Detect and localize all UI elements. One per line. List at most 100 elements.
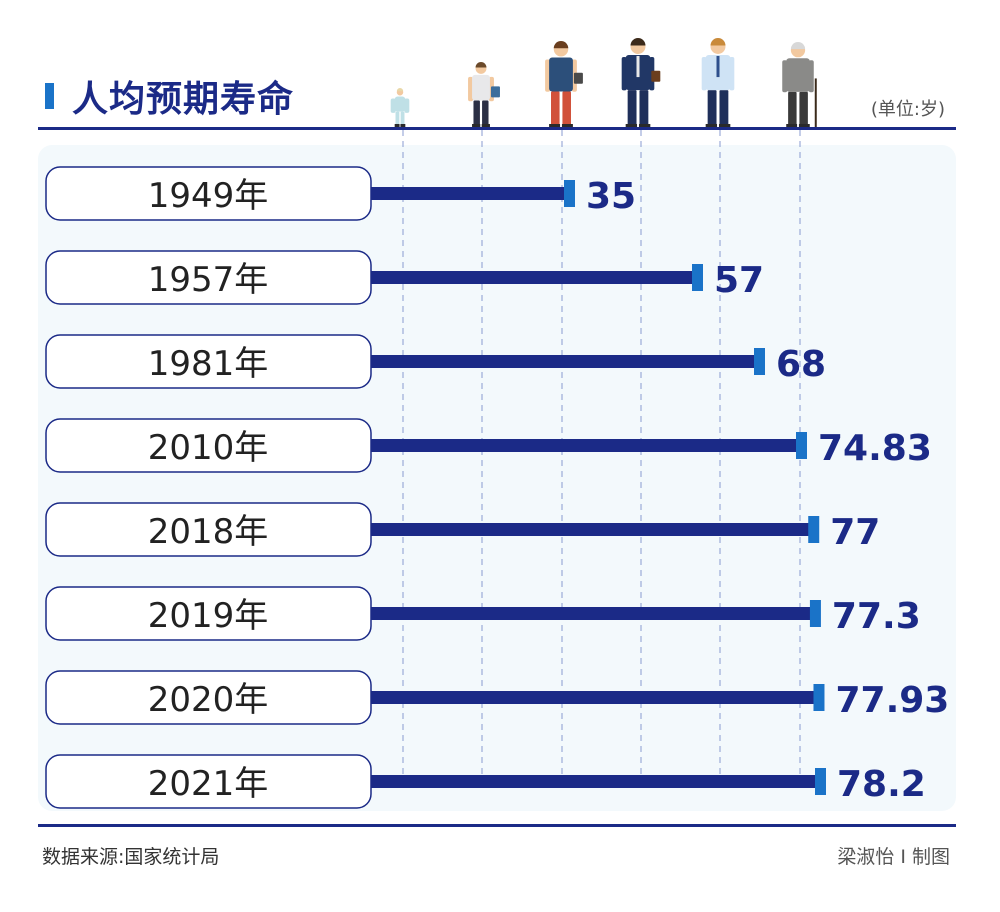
figure-shoe bbox=[718, 124, 731, 127]
figure-leg bbox=[395, 111, 400, 127]
figure-arm bbox=[404, 98, 410, 113]
value-label: 74.83 bbox=[818, 428, 932, 469]
figure-tie bbox=[636, 55, 640, 78]
middle-aged-figure bbox=[701, 38, 735, 127]
category-label: 2019年 bbox=[148, 596, 269, 636]
bar bbox=[371, 187, 568, 200]
figure-arm bbox=[782, 60, 788, 93]
bar-row: 2020年 77.93 bbox=[45, 670, 949, 725]
bar-end-cap bbox=[808, 516, 820, 543]
figure-leg bbox=[551, 91, 560, 127]
bar-end-cap bbox=[754, 348, 765, 375]
bar-end-cap bbox=[813, 684, 825, 711]
figure-shoe bbox=[472, 124, 481, 127]
bar-row: 2019年 77.3 bbox=[45, 586, 921, 641]
bar-end-cap bbox=[692, 264, 703, 291]
baby-figure bbox=[390, 87, 410, 127]
category-label: 2010年 bbox=[148, 428, 269, 468]
young-adult-figure bbox=[545, 41, 583, 127]
top-rule bbox=[38, 127, 956, 130]
age-illustrations bbox=[390, 38, 817, 127]
title-marker bbox=[45, 83, 54, 109]
bar-end-cap bbox=[809, 600, 821, 627]
bar bbox=[371, 271, 696, 284]
figure-leg bbox=[400, 111, 405, 127]
bottom-rule bbox=[38, 824, 956, 827]
bar-row: 2010年 74.83 bbox=[45, 418, 932, 473]
figure-hair bbox=[396, 87, 404, 92]
figure-leg bbox=[719, 90, 729, 127]
figure-leg bbox=[482, 100, 489, 127]
bar-end-cap bbox=[815, 768, 826, 795]
figure-arm bbox=[545, 59, 551, 92]
figure-leg bbox=[562, 91, 571, 127]
figure-leg bbox=[627, 90, 637, 127]
figure-shoe bbox=[798, 124, 810, 127]
figure-shoe bbox=[786, 124, 798, 127]
bar-row: 2021年 78.2 bbox=[45, 754, 926, 809]
figure-hair bbox=[710, 38, 726, 46]
figure-torso bbox=[394, 96, 406, 112]
figure-leg bbox=[799, 91, 808, 127]
figure-leg bbox=[473, 100, 480, 127]
value-label: 78.2 bbox=[837, 764, 926, 805]
figure-shoe bbox=[625, 124, 638, 127]
figure-shoe bbox=[561, 124, 573, 127]
elderly-figure bbox=[782, 41, 817, 127]
figure-arm bbox=[468, 76, 474, 102]
figure-bag bbox=[490, 86, 500, 98]
figure-arm bbox=[621, 56, 627, 91]
value-label: 77 bbox=[830, 512, 880, 553]
category-label: 2021年 bbox=[148, 764, 269, 804]
gridlines bbox=[402, 130, 801, 778]
figure-torso bbox=[549, 57, 573, 92]
category-label: 2020年 bbox=[148, 680, 269, 720]
figure-shoe bbox=[400, 124, 406, 127]
figure-hair bbox=[475, 62, 487, 68]
figure-bag bbox=[573, 72, 583, 84]
bar-row: 1957年 57 bbox=[45, 250, 764, 305]
figure-torso bbox=[472, 74, 490, 101]
category-label: 2018年 bbox=[148, 512, 269, 552]
bar-row: 1949年 35 bbox=[45, 166, 636, 221]
figure-shoe bbox=[638, 124, 651, 127]
figure-shoe bbox=[549, 124, 561, 127]
figure-arm bbox=[729, 56, 735, 91]
figure-leg bbox=[788, 91, 797, 127]
figure-arm bbox=[701, 56, 707, 91]
figure-leg bbox=[707, 90, 717, 127]
figure-leg bbox=[639, 90, 649, 127]
bar bbox=[371, 691, 818, 704]
bar bbox=[371, 523, 813, 536]
bar-row: 2018年 77 bbox=[45, 502, 880, 557]
figure-shoe bbox=[394, 124, 400, 127]
bar bbox=[371, 607, 814, 620]
chart-title: 人均预期寿命 bbox=[72, 79, 295, 120]
figure-arm bbox=[390, 98, 396, 113]
bar-row: 1981年 68 bbox=[45, 334, 826, 389]
value-label: 77.3 bbox=[832, 596, 921, 637]
value-label: 77.93 bbox=[835, 680, 949, 721]
category-label: 1949年 bbox=[148, 176, 269, 216]
bar-end-cap bbox=[564, 180, 575, 207]
value-label: 57 bbox=[714, 260, 764, 301]
category-label: 1981年 bbox=[148, 344, 269, 384]
figure-tie bbox=[716, 55, 720, 78]
author-credit: 梁淑怡 I 制图 bbox=[837, 846, 950, 868]
figure-shoe bbox=[705, 124, 718, 127]
figure-shoe bbox=[481, 124, 490, 127]
data-source: 数据来源:国家统计局 bbox=[42, 846, 220, 868]
value-label: 35 bbox=[586, 176, 636, 217]
value-label: 68 bbox=[776, 344, 826, 385]
figure-bag bbox=[651, 70, 661, 82]
figure-hair bbox=[790, 41, 806, 50]
businessman-figure bbox=[621, 38, 661, 127]
figure-arm bbox=[808, 60, 814, 93]
bar bbox=[371, 355, 758, 368]
unit-label: (单位:岁) bbox=[870, 99, 945, 120]
child-figure bbox=[468, 62, 500, 127]
bar bbox=[371, 439, 800, 452]
figure-torso bbox=[786, 58, 810, 92]
